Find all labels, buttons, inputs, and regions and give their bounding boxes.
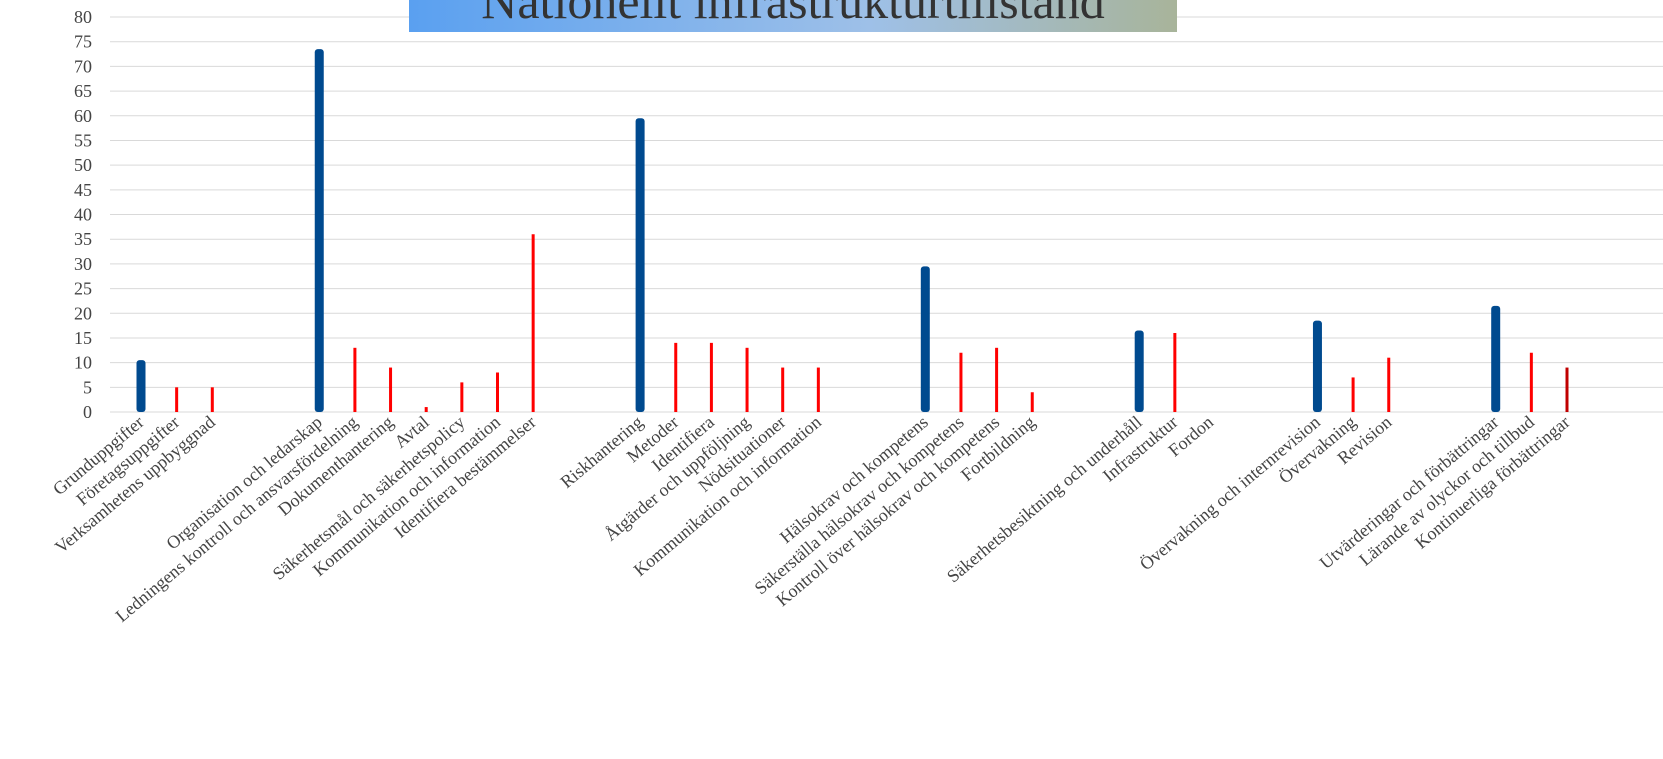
bar [745, 347, 749, 412]
bar [635, 118, 645, 412]
y-tick-label: 70 [74, 56, 92, 76]
y-tick-label: 30 [74, 254, 92, 274]
bar [460, 382, 464, 412]
bar [1491, 305, 1501, 412]
bar [531, 234, 535, 412]
y-tick-label: 55 [74, 130, 92, 150]
bar [496, 372, 499, 412]
y-tick-label: 15 [74, 328, 92, 348]
bar [1173, 333, 1177, 412]
bar [1030, 392, 1034, 412]
bar [674, 342, 678, 412]
grid [110, 16, 1663, 413]
bar [781, 367, 785, 412]
bar [389, 367, 393, 412]
y-tick-label: 50 [74, 155, 92, 175]
bar [353, 347, 357, 412]
y-tick-label: 10 [74, 353, 92, 373]
bar [959, 352, 963, 412]
y-tick-label: 60 [74, 106, 92, 126]
y-tick-label: 20 [74, 303, 92, 323]
bar [920, 266, 930, 412]
y-tick-label: 40 [74, 205, 92, 225]
bar [314, 49, 324, 412]
y-tick-label: 0 [83, 402, 92, 422]
y-tick-label: 65 [74, 81, 92, 101]
bar [709, 342, 713, 412]
bar [424, 407, 428, 412]
bar [1529, 352, 1533, 412]
title-background [409, 0, 1177, 32]
bar [995, 347, 999, 412]
y-tick-label: 45 [74, 180, 92, 200]
y-tick-label: 35 [74, 229, 92, 249]
y-tick-label: 5 [83, 377, 92, 397]
bar [1387, 357, 1391, 412]
bar [175, 387, 179, 412]
y-tick-label: 80 [74, 7, 92, 27]
y-tick-label: 75 [74, 32, 92, 52]
bar [816, 367, 820, 412]
bar [1134, 330, 1144, 412]
bar [210, 387, 214, 412]
chart-title: Nationellt infrastrukturtillstånd [481, 0, 1105, 29]
bar [1312, 320, 1322, 412]
bar [136, 360, 146, 412]
bar [1565, 367, 1569, 412]
bar [1351, 377, 1355, 412]
y-tick-label: 25 [74, 279, 92, 299]
